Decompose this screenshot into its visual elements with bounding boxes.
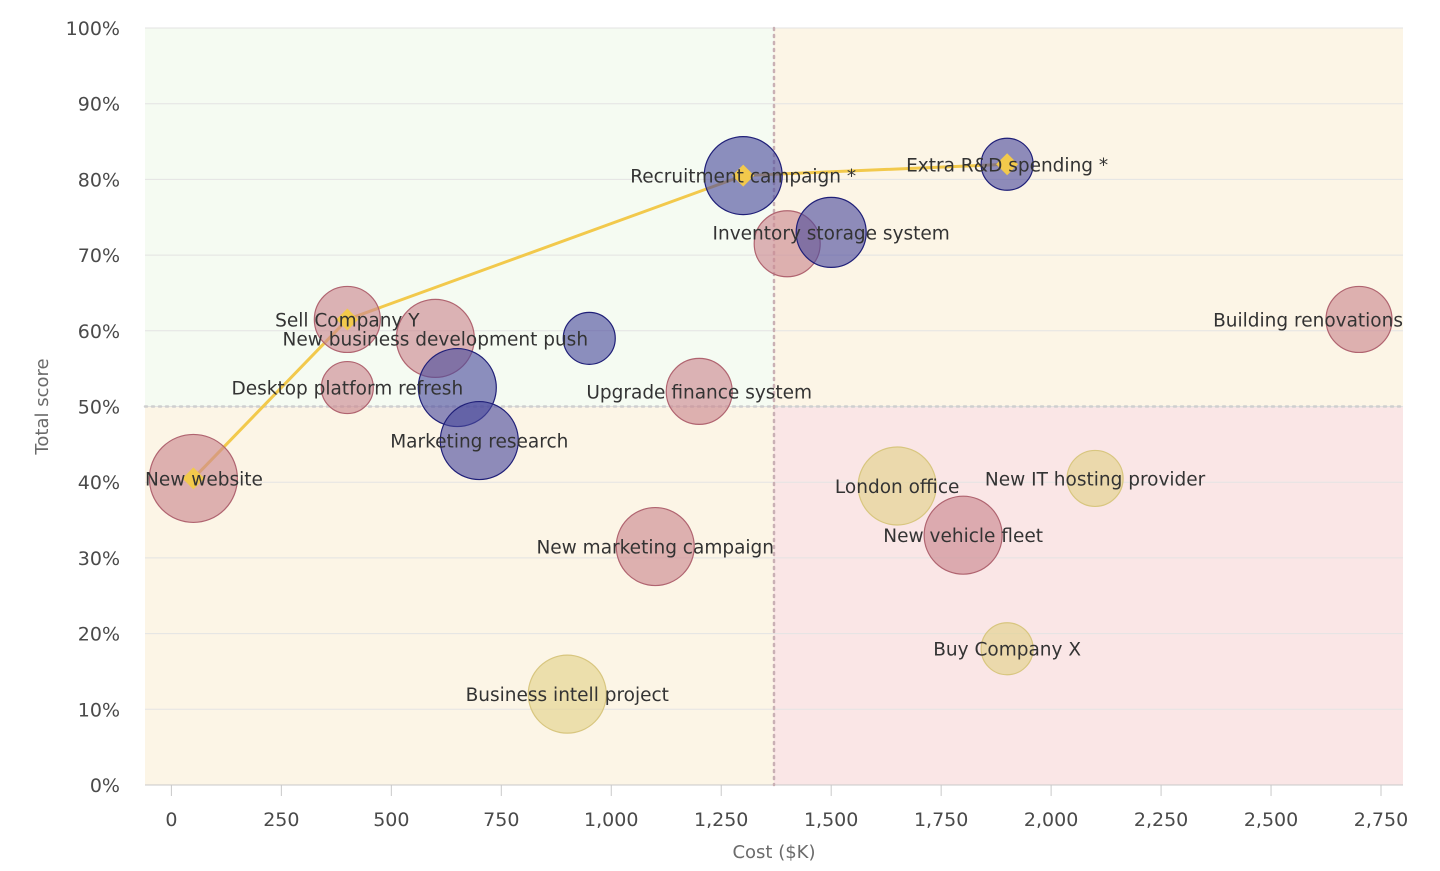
x-tick-label: 2,500 — [1244, 809, 1298, 831]
bubble-new-marketing-campaign[interactable] — [615, 506, 695, 587]
point-label: New IT hosting provider — [985, 469, 1206, 490]
frontier-marker[interactable] — [996, 153, 1019, 176]
y-tick-label: 70% — [78, 245, 120, 267]
y-tick-label: 40% — [78, 472, 120, 494]
point-label: Building renovations — [1213, 310, 1403, 331]
point-label: New website — [145, 469, 263, 490]
point-label: New business development push — [283, 329, 589, 350]
x-tick-label: 2,750 — [1354, 809, 1408, 831]
bubble-unlabeled-blue[interactable] — [562, 311, 616, 365]
frontier-marker[interactable] — [182, 467, 205, 490]
y-tick-label: 60% — [78, 321, 120, 343]
point-label: Extra R&D spending * — [906, 155, 1108, 176]
point-label: Sell Company Y — [275, 310, 420, 331]
point-label: Recruitment campaign * — [630, 167, 856, 188]
x-tick-label: 1,750 — [914, 809, 968, 831]
point-label: Business intell project — [466, 685, 669, 706]
quadrant-top-right — [774, 28, 1403, 407]
x-tick-label: 2,000 — [1024, 809, 1078, 831]
x-tick-label: 250 — [263, 809, 299, 831]
x-tick-label: 1,000 — [584, 809, 638, 831]
y-tick-label: 20% — [78, 624, 120, 646]
bubble-inventory-storage-system[interactable] — [795, 196, 867, 268]
marker-layer — [182, 153, 1019, 490]
y-tick-label: 10% — [78, 699, 120, 721]
y-tick-label: 90% — [78, 94, 120, 116]
frontier-layer — [191, 162, 1009, 480]
frontier-marker[interactable] — [336, 308, 359, 331]
point-label: New marketing campaign — [536, 538, 774, 559]
point-label: Inventory storage system — [713, 223, 950, 244]
bubble-new-vehicle-fleet[interactable] — [923, 495, 1003, 575]
x-tick-label: 0 — [165, 809, 177, 831]
bubble-london-office[interactable] — [857, 446, 937, 526]
frontier-line — [191, 162, 1009, 480]
point-label: Buy Company X — [933, 640, 1081, 661]
y-tick-label: 0% — [90, 775, 120, 797]
axis-layer: 0% 10% 20% 30% 40% 50% 60% 70% 80% 90% 100% 0 250 500… — [66, 18, 1409, 831]
x-tick-label: 1,500 — [804, 809, 858, 831]
x-tick-label: 1,250 — [694, 809, 748, 831]
bubble-buy-company-x[interactable] — [980, 622, 1034, 676]
y-tick-label: 80% — [78, 169, 120, 191]
label-layer: New website Sell Company Y Desktop platfor… — [145, 155, 1403, 706]
point-label: Upgrade finance system — [586, 382, 812, 403]
y-tick-label: 50% — [78, 397, 120, 419]
x-tick-label: 500 — [373, 809, 409, 831]
x-tick-label: 750 — [483, 809, 519, 831]
x-tick-label: 2,250 — [1134, 809, 1188, 831]
bubble-building-renovations[interactable] — [1325, 285, 1393, 354]
x-axis-title: Cost ($K) — [732, 842, 815, 863]
bubble-upgrade-finance-system[interactable] — [665, 357, 733, 425]
y-axis-title: Total score — [32, 358, 53, 455]
bubble-marketing-research[interactable] — [439, 400, 519, 481]
point-label: London office — [835, 477, 959, 498]
bubble-business-intell-project[interactable] — [527, 654, 607, 734]
point-label: Desktop platform refresh — [231, 379, 463, 400]
frontier-marker[interactable] — [732, 164, 755, 187]
point-label: Marketing research — [390, 432, 568, 453]
bubble-new-it-hosting-provider[interactable] — [1066, 449, 1124, 508]
bubble-desktop-platform-refresh[interactable] — [320, 360, 374, 415]
y-tick-label: 100% — [66, 18, 120, 40]
y-tick-label: 30% — [78, 548, 120, 570]
bubble-layer — [148, 136, 1393, 734]
point-label: New vehicle fleet — [883, 526, 1043, 547]
